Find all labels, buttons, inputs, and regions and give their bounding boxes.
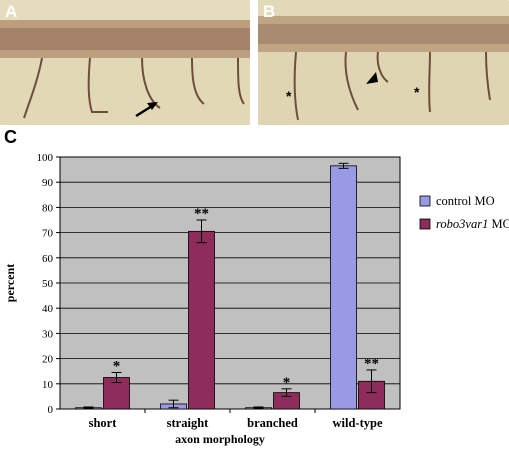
legend-label: robo3var1 MO: [436, 217, 509, 231]
y-tick-label: 70: [42, 228, 54, 240]
y-tick-label: 20: [42, 354, 54, 366]
y-tick-label: 60: [42, 253, 54, 265]
y-tick-label: 30: [42, 328, 54, 340]
bar-morphant: [188, 230, 215, 410]
panel-b-label: B: [263, 2, 276, 21]
panel-a-image: [0, 0, 250, 125]
significance-label: **: [194, 206, 209, 222]
x-tick-label: branched: [247, 416, 298, 430]
arrowhead-icon: [366, 72, 378, 84]
x-axis-label: axon morphology: [175, 432, 265, 446]
panel-b-image: [258, 0, 509, 125]
y-tick-label: 100: [37, 152, 54, 164]
panel-b-micrograph: B * *: [258, 0, 509, 125]
bar-control: [330, 165, 357, 410]
y-tick-label: 80: [42, 202, 54, 214]
panel-a-micrograph: A: [0, 0, 250, 125]
significance-label: *: [113, 358, 121, 374]
arrow-icon: [135, 102, 158, 118]
panel-c-label: C: [4, 127, 17, 147]
x-tick-label: wild-type: [333, 416, 383, 430]
legend-label: control MO: [436, 194, 495, 208]
legend-swatch: [419, 195, 431, 207]
significance-label: *: [283, 375, 291, 391]
panel-b-asterisk-left: *: [286, 88, 292, 104]
x-tick-label: straight: [167, 416, 210, 430]
y-tick-label: 0: [48, 404, 54, 416]
y-tick-label: 50: [42, 278, 54, 290]
y-tick-label: 40: [42, 303, 54, 315]
y-tick-label: 10: [42, 379, 54, 391]
x-tick-label: short: [89, 416, 118, 430]
bar-morphant: [103, 377, 130, 410]
panel-a-label: A: [5, 2, 18, 21]
y-axis-label: percent: [3, 264, 17, 302]
bar-chart: percent axon morphology 0 10 20 30 40 50 60 70 8…: [3, 152, 509, 446]
panel-b-asterisk-right: *: [414, 84, 420, 100]
legend-swatch: [419, 218, 431, 230]
y-tick-label: 90: [42, 177, 54, 189]
significance-label: **: [364, 356, 379, 372]
